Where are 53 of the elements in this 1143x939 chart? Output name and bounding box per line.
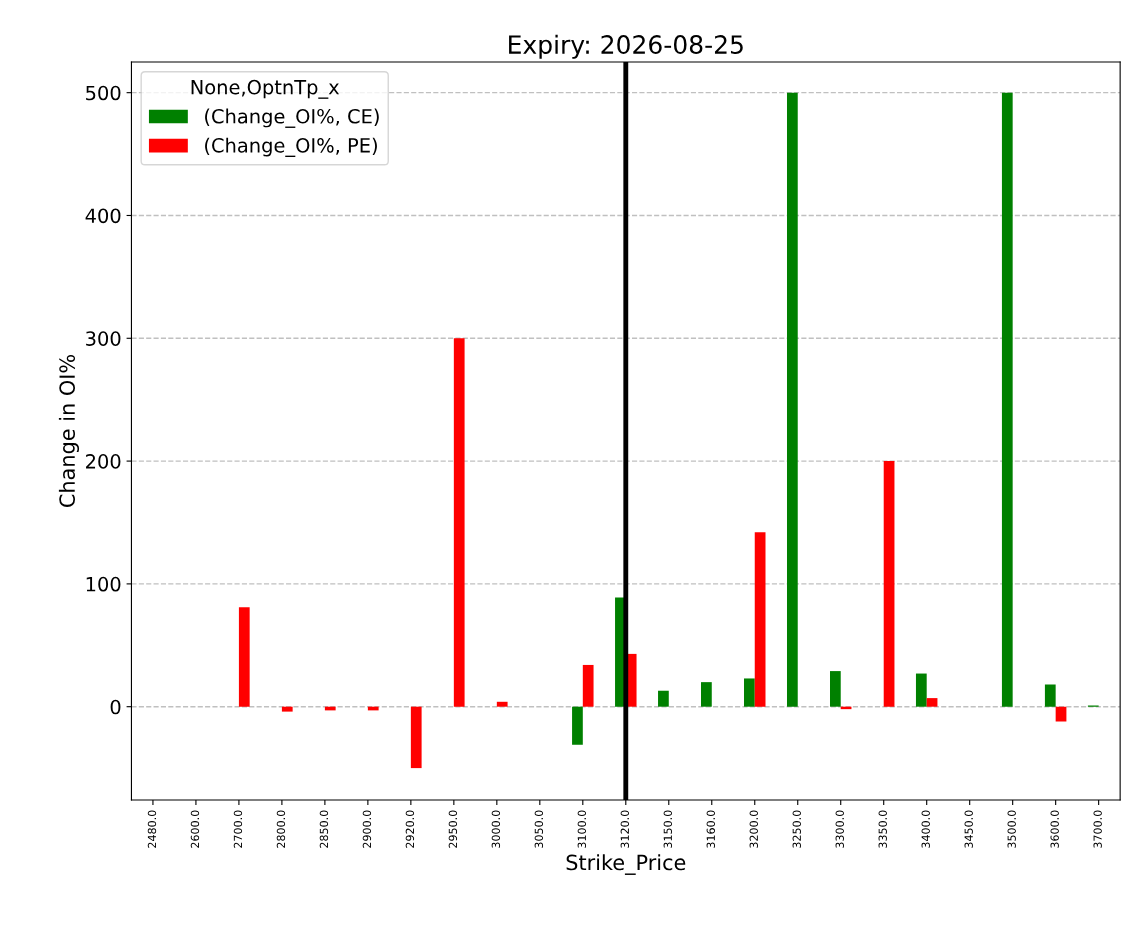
bar [582, 664, 594, 707]
x-tick-label: 3050.0 [534, 810, 544, 848]
chart-title: Expiry: 2026-08-25 [509, 34, 743, 59]
x-tick-label: 3120.0 [620, 810, 630, 848]
x-tick-label: 3000.0 [491, 810, 501, 848]
x-tick-label: 3450.0 [964, 810, 973, 848]
x-tick-label: 3700.0 [1093, 810, 1102, 848]
bar [754, 532, 766, 707]
x-tick-label: 3350.0 [878, 810, 887, 848]
y-tick-label: 200 [86, 454, 121, 469]
x-tick-label: 2850.0 [319, 810, 329, 848]
bar [786, 92, 798, 707]
bar [658, 690, 669, 707]
bar [701, 682, 712, 707]
x-tick-label: 2950.0 [448, 810, 458, 848]
bar [883, 461, 895, 707]
legend-title: None,OptnTp_x [191, 79, 340, 99]
bar [744, 678, 755, 707]
x-axis-title: Strike_Price [566, 854, 686, 875]
x-tick-label: 2920.0 [405, 810, 415, 848]
y-tick-label: 500 [86, 85, 121, 101]
bar [829, 671, 841, 707]
y-tick-label: 400 [85, 208, 121, 224]
x-tick-label: 3150.0 [663, 810, 672, 848]
x-tick-label: 3600.0 [1050, 810, 1059, 848]
x-tick-label: 2900.0 [362, 810, 372, 848]
bar [926, 698, 938, 707]
x-tick-label: 3200.0 [749, 810, 758, 848]
y-tick-label: 300 [86, 331, 121, 346]
bar [915, 673, 927, 707]
x-tick-label: 3500.0 [1007, 810, 1016, 848]
bar [572, 706, 583, 745]
y-axis-title: Change in OI% [58, 354, 80, 507]
x-tick-label: 3250.0 [792, 810, 801, 848]
legend-label: (Change_OI%, CE) [205, 108, 379, 128]
bar [281, 706, 293, 712]
x-tick-label: 2800.0 [276, 810, 286, 848]
x-tick-label: 3400.0 [921, 810, 930, 848]
bar [1044, 684, 1056, 707]
x-tick-label: 3300.0 [835, 810, 844, 848]
bar [453, 338, 465, 707]
y-tick-label: 0 [110, 699, 121, 715]
x-tick-label: 3160.0 [706, 810, 715, 848]
x-tick-label: 3100.0 [577, 810, 587, 848]
bar [1001, 92, 1013, 707]
bar [410, 706, 422, 769]
x-tick-label: 2480.0 [147, 810, 157, 848]
bar [496, 701, 508, 707]
legend-label: (Change_OI%, PE) [205, 137, 377, 157]
x-tick-label: 2700.0 [233, 810, 243, 848]
x-tick-label: 2600.0 [190, 810, 200, 848]
y-tick-label: 100 [86, 576, 121, 592]
bar [238, 607, 250, 707]
